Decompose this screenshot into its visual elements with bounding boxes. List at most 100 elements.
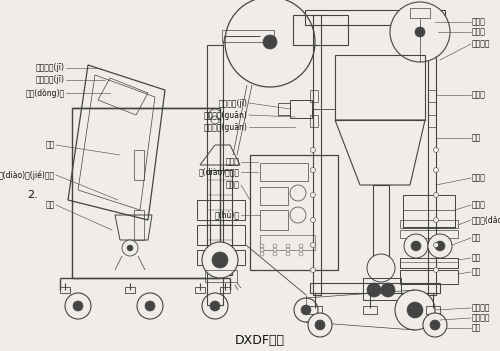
Circle shape <box>145 301 155 311</box>
Text: 料斗: 料斗 <box>46 140 55 150</box>
Circle shape <box>137 293 163 319</box>
Bar <box>428 90 436 102</box>
Text: 出料管: 出料管 <box>472 173 486 183</box>
Circle shape <box>299 248 303 252</box>
Bar <box>290 100 312 118</box>
Bar <box>310 283 440 293</box>
Bar <box>197 250 245 265</box>
Circle shape <box>225 0 315 87</box>
Circle shape <box>286 244 290 248</box>
Circle shape <box>404 234 428 258</box>
Bar <box>403 195 455 227</box>
Text: 輸送皮帶: 輸送皮帶 <box>472 304 490 312</box>
Bar <box>72 108 220 278</box>
Circle shape <box>299 244 303 248</box>
Circle shape <box>260 248 264 252</box>
Circle shape <box>308 313 332 337</box>
Circle shape <box>430 320 440 330</box>
Circle shape <box>367 283 381 297</box>
Text: 立柱: 立柱 <box>472 133 481 143</box>
Circle shape <box>294 298 318 322</box>
Text: 充填電機(jī): 充填電機(jī) <box>36 64 65 73</box>
Bar <box>205 270 237 282</box>
Text: 刀架: 刀架 <box>472 267 481 277</box>
Circle shape <box>273 244 277 248</box>
Text: 熱封導(dǎo)板: 熱封導(dǎo)板 <box>472 216 500 225</box>
Bar <box>410 8 430 18</box>
Bar <box>363 278 401 300</box>
Bar <box>310 115 318 127</box>
Bar <box>305 10 445 25</box>
Circle shape <box>367 254 395 282</box>
Circle shape <box>65 293 91 319</box>
Circle shape <box>310 167 316 172</box>
Circle shape <box>273 252 277 256</box>
Text: 調(diào)節(jié)螺桿: 調(diào)節(jié)螺桿 <box>0 170 55 180</box>
Circle shape <box>299 252 303 256</box>
Bar <box>197 200 245 220</box>
Bar <box>134 150 144 180</box>
Circle shape <box>209 109 221 121</box>
Bar <box>260 163 308 181</box>
Bar <box>428 15 436 295</box>
Circle shape <box>310 192 316 198</box>
Bar <box>308 306 322 314</box>
Text: 2.: 2. <box>27 190 38 200</box>
Text: 電控箱: 電控箱 <box>226 180 240 190</box>
Text: 護(hù)罩: 護(hù)罩 <box>215 211 240 219</box>
Circle shape <box>381 283 395 297</box>
Circle shape <box>415 27 425 37</box>
Bar <box>260 210 288 230</box>
Bar <box>195 287 205 293</box>
Bar <box>250 155 338 270</box>
Text: 支座: 支座 <box>46 200 55 210</box>
Text: DXDF系列: DXDF系列 <box>235 333 285 346</box>
Bar <box>260 235 315 250</box>
Circle shape <box>260 244 264 248</box>
Bar <box>210 170 232 275</box>
Bar <box>134 210 144 240</box>
Circle shape <box>286 252 290 256</box>
Circle shape <box>310 243 316 247</box>
Circle shape <box>395 290 435 330</box>
Circle shape <box>273 248 277 252</box>
Circle shape <box>411 241 421 251</box>
Bar <box>335 55 425 120</box>
Text: 熱封器: 熱封器 <box>472 200 486 210</box>
Circle shape <box>428 234 452 258</box>
Bar <box>373 185 389 265</box>
Circle shape <box>315 320 325 330</box>
Circle shape <box>290 207 306 223</box>
Bar <box>400 230 458 238</box>
Circle shape <box>263 35 277 49</box>
Circle shape <box>423 313 447 337</box>
Circle shape <box>434 147 438 152</box>
Text: 切刀: 切刀 <box>472 253 481 263</box>
Circle shape <box>301 305 311 315</box>
Text: 充電開關(guān): 充電開關(guān) <box>204 122 248 132</box>
Bar <box>400 258 458 268</box>
Text: 傳動(dòng)箱: 傳動(dòng)箱 <box>26 88 65 98</box>
Circle shape <box>434 267 438 272</box>
Circle shape <box>202 242 238 278</box>
Bar <box>400 270 458 284</box>
Circle shape <box>290 185 306 201</box>
Text: 張緊螺栓: 張緊螺栓 <box>472 313 490 323</box>
Circle shape <box>390 2 450 62</box>
Bar <box>60 287 70 293</box>
Bar <box>313 15 321 295</box>
Text: 壓搖盤: 壓搖盤 <box>472 18 486 26</box>
Circle shape <box>122 240 138 256</box>
Text: 供紙電機(jī): 供紙電機(jī) <box>219 99 248 107</box>
Circle shape <box>212 252 228 268</box>
Text: 調(diào)整螺釘: 調(diào)整螺釘 <box>199 167 240 177</box>
Bar <box>363 306 377 314</box>
Circle shape <box>211 116 219 124</box>
Text: 滾輪: 滾輪 <box>472 233 481 243</box>
Circle shape <box>434 218 438 223</box>
Bar <box>310 90 318 102</box>
Bar <box>428 115 436 127</box>
Text: 輪轆: 輪轆 <box>472 324 481 332</box>
Circle shape <box>202 293 228 319</box>
Bar <box>125 287 135 293</box>
